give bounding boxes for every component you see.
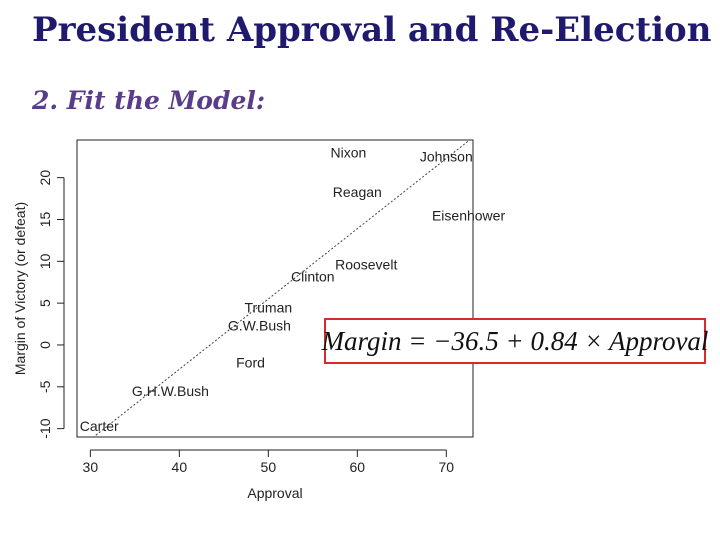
y-tick-label: 0 <box>37 341 53 349</box>
x-tick-label: 50 <box>261 459 277 475</box>
fit-line <box>92 140 471 437</box>
point-label-clinton: Clinton <box>291 268 335 284</box>
point-label-g-w-bush: G.W.Bush <box>228 318 291 334</box>
point-label-nixon: Nixon <box>331 145 367 161</box>
x-tick-label: 30 <box>83 459 99 475</box>
point-label-carter: Carter <box>80 418 119 434</box>
y-tick-label: 10 <box>37 253 53 269</box>
slide-title: President Approval and Re-Election <box>32 10 712 50</box>
plot-frame <box>76 139 474 438</box>
point-label-truman: Truman <box>244 299 292 315</box>
point-label-johnson: Johnson <box>420 149 473 165</box>
y-tick-label: 15 <box>37 211 53 227</box>
x-tick-label: 40 <box>172 459 188 475</box>
x-tick-label: 60 <box>350 459 366 475</box>
slide-subtitle: 2. Fit the Model: <box>32 86 266 115</box>
model-equation: Margin = −36.5 + 0.84 × Approval <box>322 318 708 364</box>
x-tick-label: 70 <box>439 459 455 475</box>
point-label-g-h-w-bush: G.H.W.Bush <box>132 383 209 399</box>
y-tick-label: -10 <box>37 418 53 438</box>
point-label-ford: Ford <box>236 355 265 371</box>
y-tick-label: -5 <box>37 380 53 393</box>
point-label-reagan: Reagan <box>333 184 382 200</box>
point-label-eisenhower: Eisenhower <box>432 207 505 223</box>
y-axis-label: Margin of Victory (or defeat) <box>12 202 28 375</box>
y-tick-label: 5 <box>37 299 53 307</box>
y-tick-label: 20 <box>37 170 53 186</box>
x-axis-label: Approval <box>247 485 302 501</box>
point-label-roosevelt: Roosevelt <box>335 257 397 273</box>
